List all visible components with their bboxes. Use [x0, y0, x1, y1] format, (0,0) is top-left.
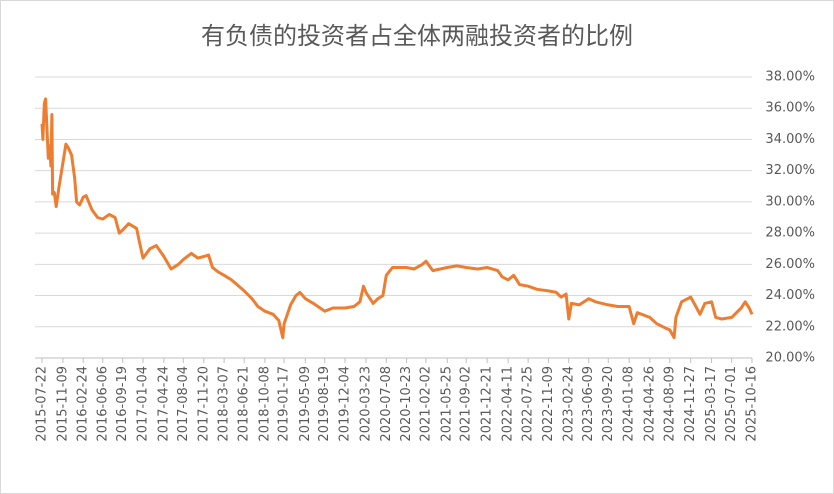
- x-tick-label: 2019-01-17: [277, 366, 292, 442]
- x-tick-label: 2025-10-16: [745, 366, 760, 442]
- x-tick-label: 2018-10-08: [257, 366, 272, 442]
- y-tick-label: 34.00%: [765, 132, 815, 147]
- y-tick-label: 36.00%: [765, 101, 815, 116]
- x-tick-label: 2025-03-17: [704, 366, 719, 442]
- x-tick-label: 2017-04-24: [156, 366, 171, 442]
- x-tick-label: 2019-12-04: [338, 366, 353, 442]
- x-tick-label: 2015-07-22: [35, 366, 50, 442]
- x-tick-label: 2020-10-23: [399, 366, 414, 442]
- x-tick-label: 2019-05-09: [298, 366, 313, 442]
- chart-title: 有负债的投资者占全体两融投资者的比例: [201, 22, 633, 50]
- x-tick-label: 2023-06-09: [581, 366, 596, 442]
- x-tick-label: 2018-06-21: [237, 366, 252, 442]
- x-tick-label: 2021-12-21: [480, 366, 495, 442]
- x-tick-label: 2020-03-23: [358, 366, 373, 442]
- x-tick-label: 2024-04-26: [642, 366, 657, 442]
- x-tick-label: 2018-03-07: [217, 366, 232, 442]
- x-tick-label: 2016-09-19: [115, 366, 130, 442]
- x-tick-label: 2022-04-11: [501, 366, 516, 442]
- y-tick-label: 22.00%: [765, 319, 815, 334]
- x-tick-label: 2022-07-25: [521, 366, 536, 442]
- x-tick-label: 2023-09-20: [601, 366, 616, 442]
- x-tick-label: 2021-02-02: [418, 366, 433, 442]
- y-tick-label: 38.00%: [765, 70, 815, 85]
- y-tick-label: 32.00%: [765, 163, 815, 178]
- y-tick-label: 24.00%: [765, 288, 815, 303]
- x-tick-label: 2016-02-24: [76, 366, 91, 442]
- x-tick-label: 2022-11-09: [541, 366, 556, 442]
- x-tick-label: 2024-11-27: [683, 366, 698, 442]
- x-tick-label: 2021-05-25: [440, 366, 455, 442]
- y-tick-label: 20.00%: [765, 351, 815, 366]
- y-tick-label: 30.00%: [765, 194, 815, 209]
- x-tick-label: 2020-07-08: [379, 366, 394, 442]
- x-tick-label: 2017-01-04: [136, 366, 151, 442]
- x-tick-label: 2024-08-09: [662, 366, 677, 442]
- x-tick-label: 2017-08-04: [176, 366, 191, 442]
- data-line: [40, 97, 754, 340]
- x-tick-label: 2021-09-02: [459, 366, 474, 442]
- x-tick-label: 2019-08-19: [317, 366, 332, 442]
- x-tick-label: 2015-11-09: [55, 366, 70, 442]
- y-tick-label: 28.00%: [765, 226, 815, 241]
- x-tick-label: 2017-11-20: [196, 366, 211, 442]
- y-tick-label: 26.00%: [765, 257, 815, 272]
- x-tick-label: 2016-06-06: [95, 366, 110, 442]
- x-tick-label: 2024-01-08: [622, 366, 637, 442]
- x-tick-label: 2023-02-24: [561, 366, 576, 442]
- x-tick-label: 2025-07-01: [724, 366, 739, 442]
